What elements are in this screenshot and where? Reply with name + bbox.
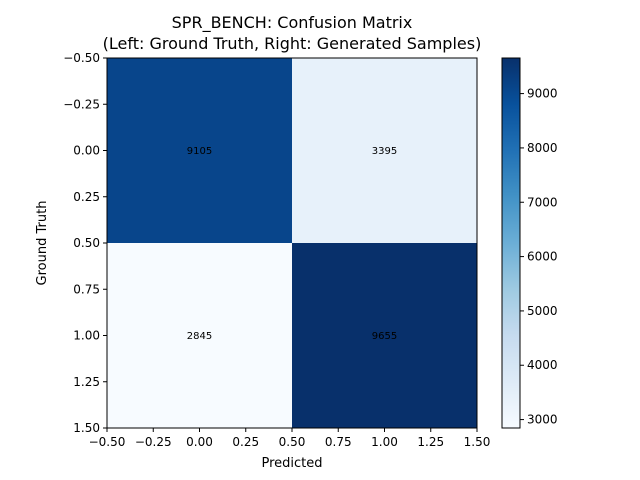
x-tick-label-2: 0.00 <box>186 435 213 449</box>
x-tick-label-4: 0.50 <box>279 435 306 449</box>
colorbar <box>501 57 521 429</box>
colorbar-tick-label-1: 4000 <box>527 358 558 372</box>
x-tick-label-3: 0.25 <box>232 435 259 449</box>
cell-label-1-0: 2845 <box>187 331 212 342</box>
cell-value-labels: 9105 3395 2845 9655 <box>187 146 397 342</box>
y-tick-label-3: 0.25 <box>73 190 100 204</box>
y-tick-label-7: 1.25 <box>73 375 100 389</box>
y-tick-label-2: 0.00 <box>73 144 100 158</box>
colorbar-ticks: 3000 4000 5000 6000 7000 8000 9000 <box>520 87 558 427</box>
y-tick-label-1: −0.25 <box>63 97 100 111</box>
heatmap-cell-0-1 <box>292 58 477 243</box>
x-axis-ticks: −0.50 −0.25 0.00 0.25 0.50 0.75 1.00 1.25 1.50 <box>89 428 491 449</box>
y-tick-label-5: 0.75 <box>73 282 100 296</box>
cell-label-0-0: 9105 <box>187 146 212 157</box>
y-tick-label-6: 1.00 <box>73 329 100 343</box>
x-tick-label-0: −0.50 <box>89 435 126 449</box>
y-axis-label: Ground Truth <box>35 201 50 286</box>
y-tick-label-4: 0.50 <box>73 236 100 250</box>
x-tick-label-7: 1.25 <box>417 435 444 449</box>
colorbar-tick-label-5: 8000 <box>527 141 558 155</box>
heatmap-cells <box>107 58 477 428</box>
y-tick-label-0: −0.50 <box>63 51 100 65</box>
x-axis-label: Predicted <box>261 456 322 471</box>
x-tick-label-6: 1.00 <box>371 435 398 449</box>
colorbar-tick-label-0: 3000 <box>527 413 558 427</box>
colorbar-tick-label-6: 9000 <box>527 87 558 101</box>
x-tick-label-5: 0.75 <box>325 435 352 449</box>
y-axis-ticks: −0.50 −0.25 0.00 0.25 0.50 0.75 1.00 1.25 1.50 <box>63 51 107 435</box>
heatmap-cell-0-0 <box>107 58 292 243</box>
colorbar-tick-label-3: 6000 <box>527 250 558 264</box>
heatmap-cell-1-1 <box>292 243 477 428</box>
cell-label-1-1: 9655 <box>372 331 397 342</box>
colorbar-tick-label-4: 7000 <box>527 195 558 209</box>
colorbar-tick-label-2: 5000 <box>527 304 558 318</box>
heatmap-cell-1-0 <box>107 243 292 428</box>
chart-title: SPR_BENCH: Confusion Matrix <box>172 13 413 33</box>
chart-subtitle: (Left: Ground Truth, Right: Generated Sa… <box>103 34 482 53</box>
x-tick-label-1: −0.25 <box>135 435 172 449</box>
x-tick-label-8: 1.50 <box>464 435 491 449</box>
y-tick-label-8: 1.50 <box>73 421 100 435</box>
cell-label-0-1: 3395 <box>372 146 397 157</box>
